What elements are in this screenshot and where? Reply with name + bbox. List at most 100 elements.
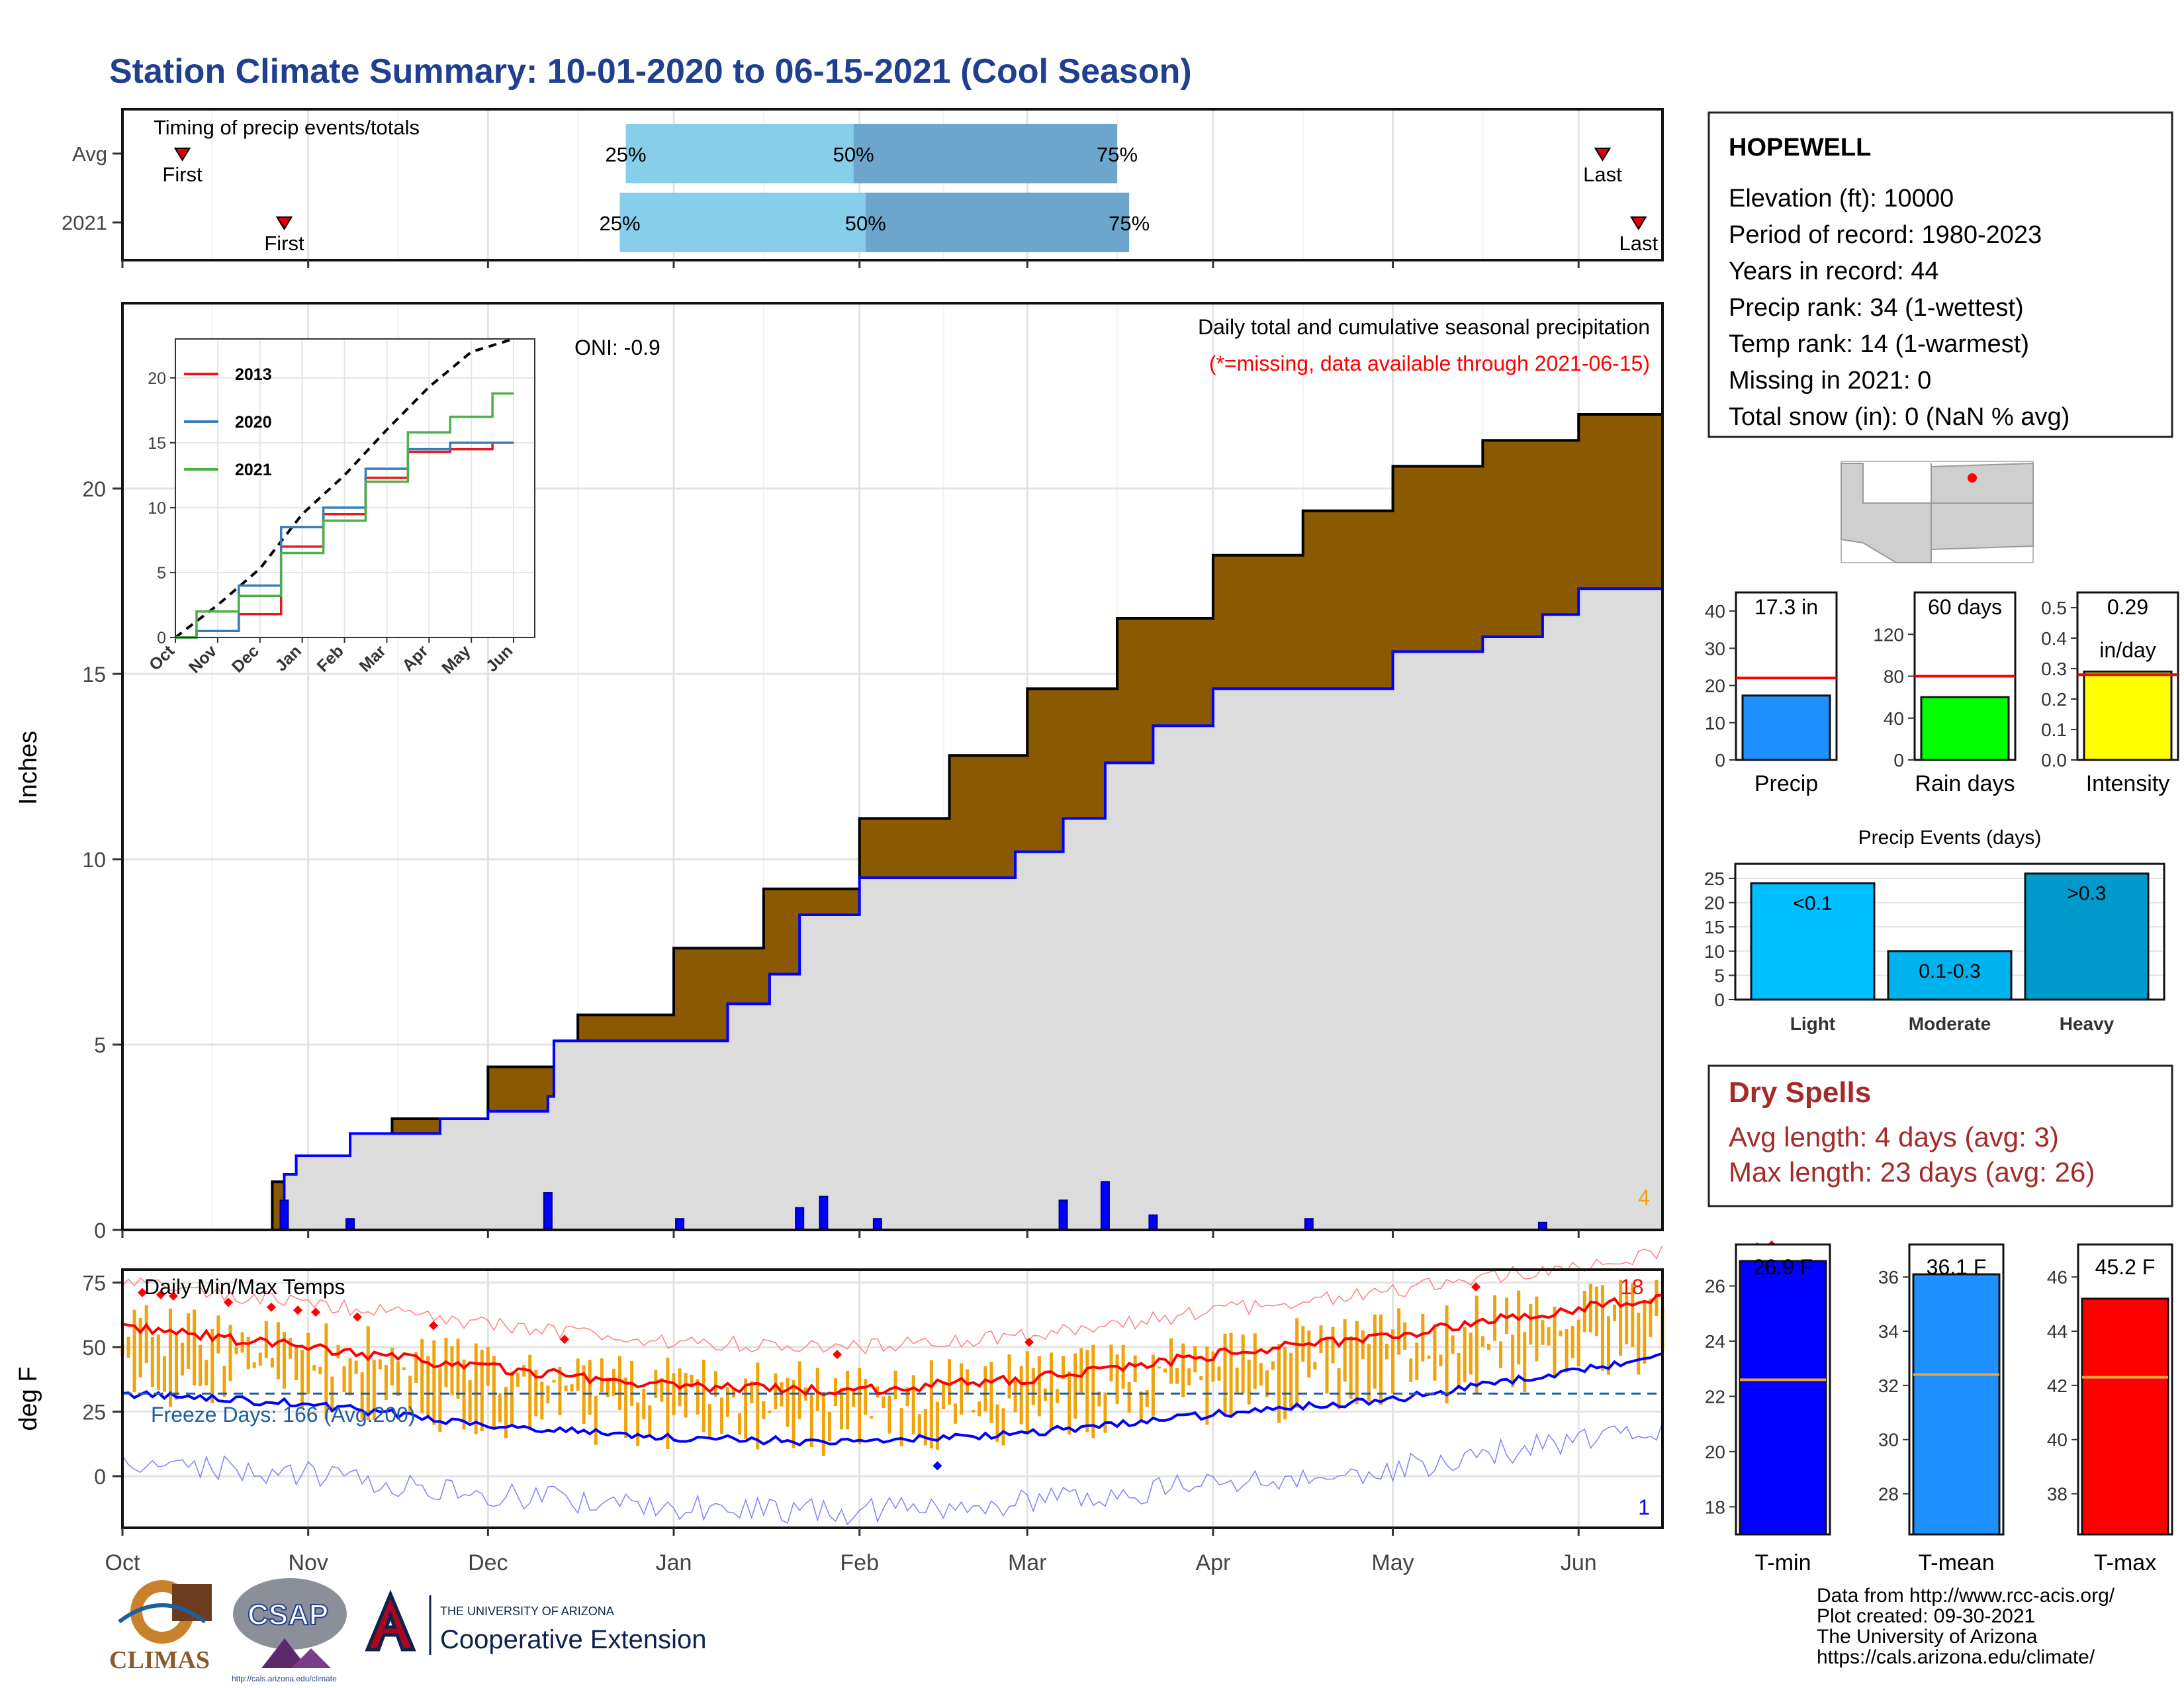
daily-temp-bar <box>1199 1376 1203 1381</box>
daily-temp-bar <box>234 1346 238 1354</box>
daily-temp-bar <box>948 1359 952 1405</box>
temp-summary-value: 45.2 F <box>2095 1255 2156 1279</box>
daily-precip-bar <box>675 1218 685 1231</box>
daily-temp-bar <box>750 1381 754 1403</box>
daily-temp-bar <box>1427 1355 1431 1359</box>
daily-precip-bar <box>1304 1218 1314 1231</box>
daily-temp-bar <box>348 1358 352 1395</box>
timing-panel: Timing of precip events/totals 25% 50% 75% F… <box>62 108 1664 261</box>
daily-temp-bar <box>978 1401 981 1417</box>
daily-temp-bar <box>972 1409 976 1413</box>
daily-temp-bar <box>1457 1352 1461 1389</box>
daily-temp-bar <box>1223 1333 1227 1415</box>
daily-temp-bar <box>1523 1332 1527 1392</box>
daily-temp-bar <box>282 1332 286 1389</box>
daily-temp-bar <box>289 1338 293 1359</box>
station-info-line: Years in record: 44 <box>1729 258 1939 285</box>
footer-url: https://cals.arizona.edu/climate/ <box>1817 1646 2095 1668</box>
precip-frame <box>121 302 1664 1231</box>
daily-temp-bar <box>396 1361 400 1396</box>
timing-first-label: First <box>162 163 203 186</box>
daily-temp-bar <box>588 1360 592 1415</box>
daily-temp-bar <box>582 1365 586 1425</box>
daily-temp-bar <box>1355 1321 1359 1405</box>
summary-tick-label: 0 <box>1893 750 1904 771</box>
daily-temp-bar <box>222 1366 226 1397</box>
daily-temp-bar <box>252 1362 256 1368</box>
daily-temp-bar <box>1397 1308 1401 1355</box>
record-high-marker <box>1024 1337 1034 1347</box>
record-low-count: 1 <box>1638 1495 1650 1519</box>
daily-temp-bar <box>1133 1355 1137 1382</box>
daily-temp-bar <box>864 1379 868 1415</box>
temp-bg <box>122 1270 1662 1528</box>
daily-temp-bar <box>1013 1381 1017 1413</box>
inset-y-tick-label: 10 <box>148 499 166 518</box>
daily-temp-bar <box>144 1305 148 1363</box>
daily-temp-bar <box>1480 1336 1484 1348</box>
daily-temp-bar <box>258 1352 262 1366</box>
dry-spells-box: Dry Spells Avg length: 4 days (avg: 3) M… <box>1707 1064 2173 1207</box>
daily-temp-bar <box>408 1376 412 1415</box>
page-title: Station Climate Summary: 10-01-2020 to 0… <box>109 52 1192 91</box>
observed-cumulative-line <box>122 587 1662 1231</box>
temp-summary-tick-label: 36 <box>1878 1267 1899 1288</box>
temp-summary-label: T-max <box>2094 1550 2156 1575</box>
csap-logo: CSAP http://cals.arizona.edu/climate <box>232 1578 347 1683</box>
temp-summary-tick-label: 18 <box>1705 1497 1725 1517</box>
summary-tick-label: 0.1 <box>2041 720 2067 740</box>
daily-temp-bar <box>1631 1283 1635 1347</box>
temp-summary-tick-label: 38 <box>2047 1484 2068 1505</box>
events-title: Precip Events (days) <box>1858 827 2042 849</box>
dry-avg: Avg length: 4 days (avg: 3) <box>1729 1121 2059 1152</box>
daily-temp-bar <box>594 1395 598 1445</box>
daily-temp-bar <box>1486 1344 1490 1350</box>
timing-header: Timing of precip events/totals <box>154 116 420 139</box>
first-event-marker <box>173 148 191 162</box>
timing-p25-label: 25% <box>599 212 640 235</box>
climas-logo: CLIMAS <box>109 1580 212 1674</box>
daily-temp-bar <box>690 1374 694 1387</box>
precip-missing-note: (*=missing, data available through 2021-… <box>1209 352 1650 375</box>
footer-created: Plot created: 09-30-2021 <box>1817 1605 2035 1627</box>
daily-temp-bar <box>726 1387 730 1417</box>
temp-summary-value: 26.9 F <box>1753 1255 1813 1279</box>
summary-tick-label: 40 <box>1884 708 1904 729</box>
daily-temp-bar <box>1307 1330 1311 1378</box>
daily-temp-bar <box>624 1377 628 1438</box>
daily-temp-bar <box>1391 1329 1395 1394</box>
daily-temp-bar <box>1313 1362 1317 1370</box>
month-label: Jun <box>1561 1550 1597 1575</box>
daily-temp-bar <box>702 1360 705 1432</box>
month-label: Dec <box>468 1550 508 1575</box>
daily-precip-bar <box>345 1218 355 1231</box>
timing-row-label: 2021 <box>62 211 107 234</box>
summary-tick-label: 0.3 <box>2041 659 2067 679</box>
ua-big-text: Cooperative Extension <box>440 1625 706 1654</box>
daily-temp-bar <box>1295 1318 1299 1408</box>
daily-temp-bar <box>420 1339 424 1413</box>
daily-temp-bar <box>540 1381 544 1420</box>
daily-temp-bar <box>1325 1337 1329 1394</box>
events-tick-label: 10 <box>1704 941 1725 962</box>
daily-temp-bar <box>1649 1298 1653 1337</box>
daily-temp-bar <box>246 1336 250 1370</box>
record-high-marker <box>267 1302 276 1312</box>
temp-summary-bar-t-max <box>2081 1297 2169 1536</box>
record-high-marker <box>311 1307 320 1317</box>
daily-temp-bar <box>295 1346 298 1381</box>
daily-temp-bar <box>1091 1344 1095 1438</box>
temp-summary-tick-label: 32 <box>1878 1376 1899 1396</box>
daily-temp-bar <box>870 1416 874 1419</box>
daily-temp-bar <box>1403 1322 1407 1350</box>
daily-temp-bar <box>1115 1354 1119 1404</box>
inset-bg <box>175 339 535 637</box>
daily-temp-bar <box>1163 1368 1167 1373</box>
daily-temp-bar <box>132 1309 136 1393</box>
timing-bar-25-50 <box>625 124 854 183</box>
daily-temp-bar <box>1271 1361 1275 1370</box>
inset-line-2020 <box>175 442 514 639</box>
daily-temp-bar <box>1619 1280 1623 1356</box>
summary-value-label: 0.29 <box>2107 595 2148 619</box>
daily-temp-bar <box>1385 1343 1388 1360</box>
